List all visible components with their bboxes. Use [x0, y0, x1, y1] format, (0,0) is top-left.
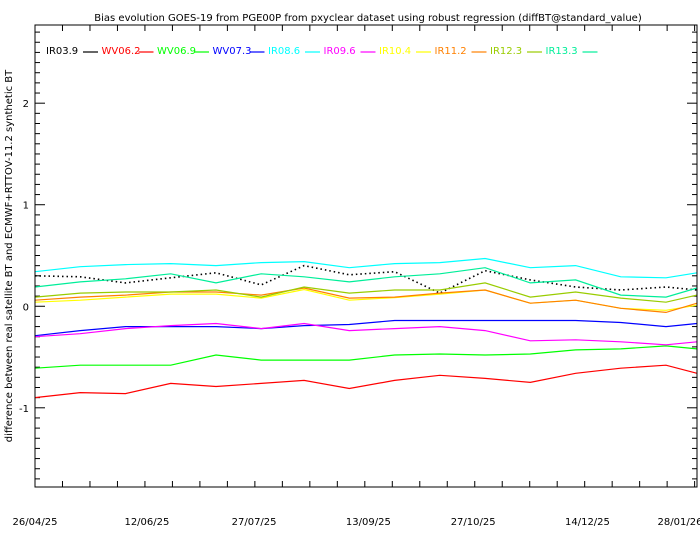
series-line-wv06-2 [34, 364, 698, 399]
legend-label: WV06.2 [102, 46, 141, 57]
plot-frame [34, 24, 698, 488]
legend-label: IR08.6 [268, 46, 300, 57]
chart-title: Bias evolution GOES-19 from PGE00P from … [94, 13, 642, 24]
y-tick-label: 1 [23, 201, 29, 212]
series-line-ir13-3 [34, 267, 698, 298]
series-line-ir12-3 [34, 282, 698, 303]
series-line-ir11-2 [34, 287, 698, 314]
x-tick-label: 27/07/25 [232, 517, 277, 528]
legend-label: IR03.9 [46, 46, 78, 57]
y-tick-label: 2 [23, 99, 29, 110]
series-line-ir03-9 [34, 264, 698, 294]
legend-label: WV07.3 [213, 46, 252, 57]
legend-label: IR12.3 [490, 46, 522, 57]
x-tick-label: 13/09/25 [346, 517, 391, 528]
x-tick-label: 27/10/25 [451, 517, 496, 528]
series-line-ir10-4 [34, 288, 698, 311]
legend-label: WV06.9 [157, 46, 196, 57]
legend-label: IR13.3 [546, 46, 578, 57]
axis-ticks: 26/04/25 12/06/25 27/07/25 13/09/25 27/10/25… [13, 25, 700, 528]
y-tick-label: -1 [19, 404, 29, 415]
series-line-ir08-6 [34, 257, 698, 279]
series-line-ir09-6 [34, 322, 698, 346]
x-tick-label: 28/01/26 [658, 517, 700, 528]
x-tick-label: 26/04/25 [13, 517, 58, 528]
legend-label: IR09.6 [324, 46, 356, 57]
y-axis-label: difference between real satellite BT and… [4, 69, 15, 442]
y-tick-label: 0 [23, 302, 29, 313]
legend-label: IR11.2 [435, 46, 467, 57]
legend-label: IR10.4 [379, 46, 411, 57]
legend: IR03.9 WV06.2 WV06.9 WV07.3 IR08.6 IR09.6 IR10… [46, 46, 598, 57]
series-lines [34, 257, 698, 399]
series-line-wv06-9 [34, 345, 698, 369]
x-tick-label: 14/12/25 [565, 517, 610, 528]
x-tick-label: 12/06/25 [124, 517, 169, 528]
